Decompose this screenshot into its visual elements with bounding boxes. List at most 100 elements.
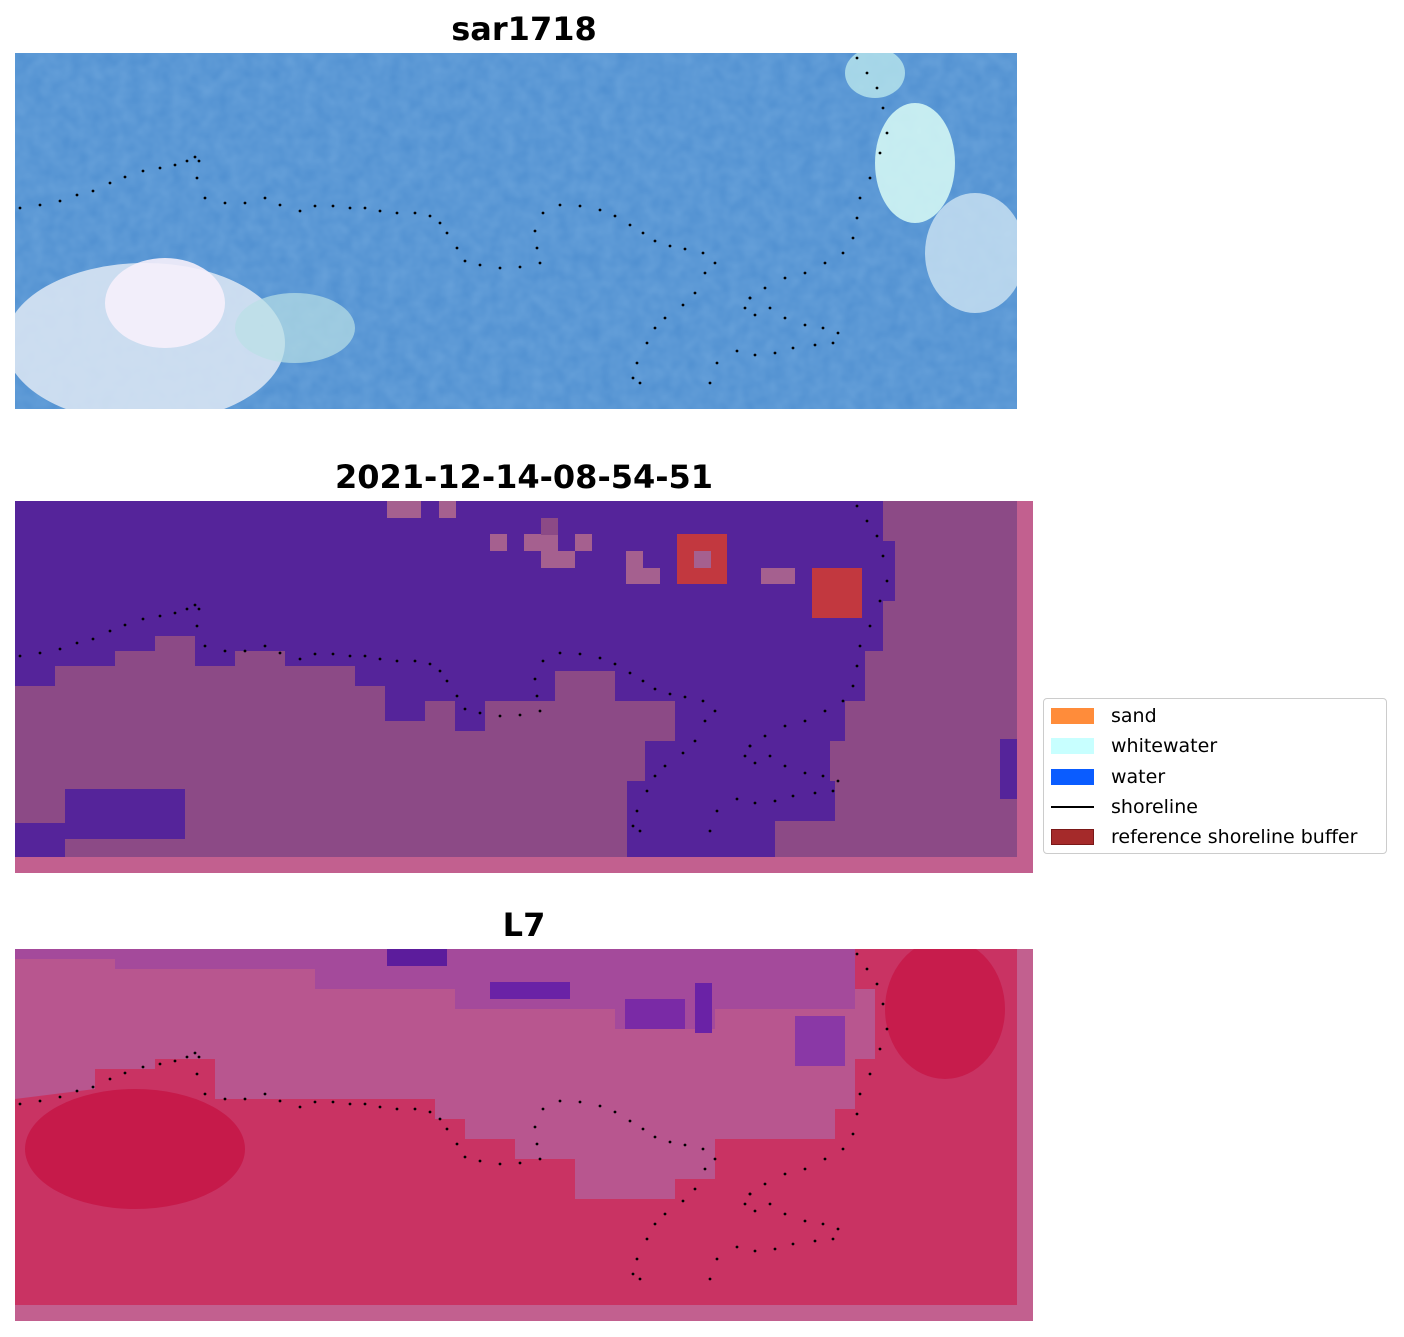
- shoreline-dot: [631, 376, 635, 380]
- shoreline-dot: [773, 1247, 777, 1251]
- legend-label: whitewater: [1111, 735, 1218, 757]
- shoreline-dot: [298, 657, 302, 661]
- shoreline-dot: [263, 644, 267, 648]
- legend-label: reference shoreline buffer: [1111, 826, 1358, 848]
- shoreline-dot: [38, 651, 42, 655]
- shoreline-dot: [823, 1157, 827, 1161]
- shoreline-dot: [395, 211, 399, 215]
- shoreline-dot: [693, 739, 697, 743]
- shoreline-dot: [715, 809, 719, 813]
- shoreline-dot: [715, 1257, 719, 1261]
- shoreline-dot: [518, 713, 522, 717]
- shoreline-dot: [173, 163, 177, 167]
- classified-image: [15, 501, 1033, 873]
- shoreline-dot: [701, 1147, 705, 1151]
- shoreline-dot: [813, 1239, 817, 1243]
- shoreline-dot: [558, 203, 562, 207]
- shoreline-dot: [663, 1212, 667, 1216]
- shoreline-dot: [378, 209, 382, 213]
- shoreline-dot: [858, 196, 862, 200]
- shoreline-dot: [885, 1027, 889, 1031]
- shoreline-dot: [195, 624, 199, 628]
- shoreline-dot: [428, 662, 432, 666]
- shoreline-dot: [703, 271, 707, 275]
- shoreline-dot: [613, 662, 617, 666]
- shoreline-dot: [653, 774, 657, 778]
- shoreline-dot: [263, 196, 267, 200]
- shoreline-dots: [18, 504, 889, 833]
- legend-label: shoreline: [1111, 796, 1198, 818]
- shoreline-dot: [858, 644, 862, 648]
- shoreline-dot: [875, 982, 879, 986]
- shoreline-dot: [348, 654, 352, 658]
- shoreline-dot: [223, 649, 227, 653]
- legend-item-buffer: reference shoreline buffer: [1051, 825, 1357, 849]
- shoreline-dot: [645, 789, 649, 793]
- shoreline-dot: [243, 201, 247, 205]
- shoreline-dot: [653, 1135, 657, 1139]
- shoreline-dot: [445, 231, 449, 235]
- shoreline-dot: [753, 1249, 757, 1253]
- shoreline-dot: [463, 259, 467, 263]
- shoreline-dot: [195, 176, 199, 180]
- shoreline-dot: [18, 654, 22, 658]
- shoreline-dot: [881, 1002, 885, 1006]
- legend-item-shoreline: shoreline: [1051, 795, 1198, 819]
- shoreline-dot: [455, 694, 459, 698]
- shoreline-dot: [821, 326, 825, 330]
- legend-line: [1051, 806, 1094, 808]
- shoreline-dot: [868, 624, 872, 628]
- shoreline-dot: [498, 266, 502, 270]
- legend: sand whitewater water shoreline referenc…: [1043, 698, 1387, 854]
- shoreline-dot: [683, 1143, 687, 1147]
- shoreline-dot: [783, 724, 787, 728]
- shoreline-dot: [598, 208, 602, 212]
- shoreline-dot: [653, 239, 657, 243]
- shoreline-dot: [803, 323, 807, 327]
- shoreline-dot: [663, 316, 667, 320]
- shoreline-dot: [173, 1059, 177, 1063]
- shoreline-dot: [768, 306, 772, 310]
- shoreline-dot: [813, 343, 817, 347]
- shoreline-dot: [298, 1105, 302, 1109]
- shoreline-dot: [498, 1162, 502, 1166]
- shoreline-dot: [735, 797, 739, 801]
- shoreline-dot: [855, 1112, 859, 1116]
- shoreline-dot: [748, 744, 752, 748]
- shoreline-dot: [803, 771, 807, 775]
- shoreline-dot: [203, 644, 207, 648]
- shoreline-dot: [668, 1140, 672, 1144]
- shoreline-dot: [58, 647, 62, 651]
- shoreline-dot: [533, 677, 537, 681]
- shoreline-dot: [708, 1277, 712, 1281]
- shoreline-dot: [635, 1257, 639, 1261]
- shoreline-dot: [223, 201, 227, 205]
- shoreline-dot: [631, 1272, 635, 1276]
- legend-label: sand: [1111, 705, 1157, 727]
- shoreline-dot: [831, 789, 835, 793]
- shoreline-dot: [558, 1099, 562, 1103]
- shoreline-dot: [783, 1172, 787, 1176]
- shoreline-dot: [748, 1192, 752, 1196]
- shoreline-dot: [598, 656, 602, 660]
- shoreline-dot: [541, 1107, 545, 1111]
- shoreline-dot: [535, 1142, 539, 1146]
- shoreline-dot: [313, 1100, 317, 1104]
- shoreline-dot: [743, 754, 747, 758]
- shoreline-dot: [538, 1157, 542, 1161]
- shoreline-dot: [865, 519, 869, 523]
- shoreline-dot: [413, 1107, 417, 1111]
- shoreline-dot: [223, 1097, 227, 1101]
- shoreline-dot: [363, 206, 367, 210]
- shoreline-dot: [836, 1227, 840, 1231]
- legend-item-sand: sand: [1051, 704, 1157, 728]
- shoreline-dot: [638, 381, 642, 385]
- shoreline-dot: [278, 1099, 282, 1103]
- shoreline-dot: [628, 1119, 632, 1123]
- shoreline-dot: [243, 649, 247, 653]
- shoreline-dot: [791, 794, 795, 798]
- panel-title-date: 2021-12-14-08-54-51: [334, 458, 714, 496]
- shoreline-dot: [773, 351, 777, 355]
- shoreline-dot: [855, 664, 859, 668]
- shoreline-dot: [713, 261, 717, 265]
